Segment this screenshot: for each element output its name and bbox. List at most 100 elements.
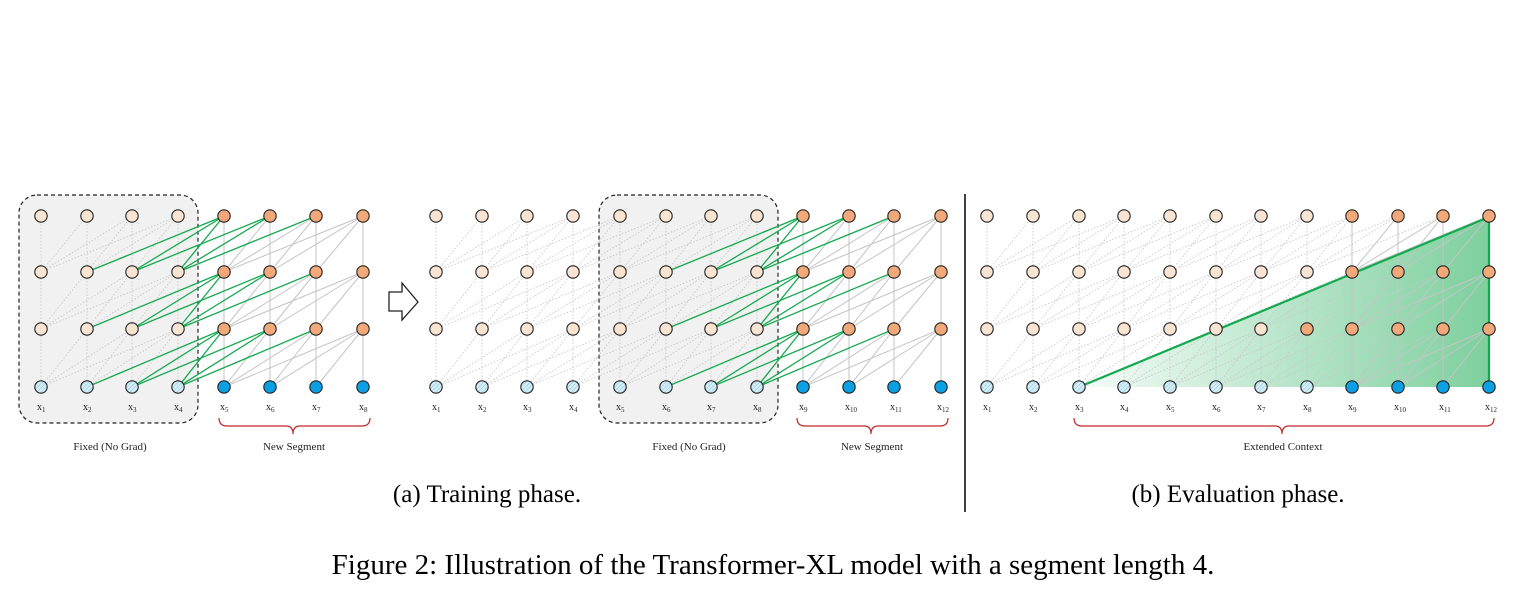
memory-attention-edge <box>756 271 895 330</box>
dotted-edge <box>1032 328 1080 388</box>
hidden-state-node <box>217 209 231 223</box>
hidden-state-node <box>1117 322 1131 336</box>
dotted-edge <box>86 215 133 273</box>
memory-attention-edge <box>710 271 804 330</box>
input-token-node <box>217 380 231 394</box>
dotted-edge <box>1215 271 1353 330</box>
evaluation-panel: x1 x2 x3 x4 x5 x6 x7 x8 x9 x10 x11 x12 Extended Con… <box>980 209 1498 453</box>
dotted-edge <box>986 215 1125 273</box>
dotted-edge <box>435 271 483 330</box>
dotted-edge <box>1260 215 1353 273</box>
token-label: x7 <box>1257 402 1266 414</box>
input-token-node <box>356 380 370 394</box>
token-label: x2 <box>478 402 487 414</box>
input-token-node <box>1072 380 1086 394</box>
dotted-edge <box>40 215 179 273</box>
dotted-edge <box>481 215 528 273</box>
training-panel-step1: x1 x2 x3 x4 x5 x6 x7 x8 Fixed (No Grad) New Seg… <box>18 194 371 453</box>
attention-edge <box>802 271 895 330</box>
dotted-edge <box>1215 215 1353 273</box>
dotted-edge <box>481 271 574 330</box>
memory-attention-edge <box>710 328 804 388</box>
dotted-edge <box>1032 271 1080 330</box>
dotted-edge <box>1078 215 1125 273</box>
dotted-edge <box>1078 328 1125 388</box>
dotted-edge <box>572 215 667 273</box>
token-label: x9 <box>1348 402 1357 414</box>
hidden-state-node <box>842 322 856 336</box>
dotted-edge <box>665 215 712 273</box>
hidden-state-node <box>171 265 185 279</box>
dotted-edge <box>481 328 528 388</box>
input-token-node <box>309 380 323 394</box>
fixed-no-grad-label: Fixed (No Grad) <box>73 441 147 453</box>
input-token-node <box>659 380 673 394</box>
dotted-edge <box>1306 328 1353 388</box>
dotted-edge <box>986 215 1034 273</box>
dotted-edge <box>986 271 1080 330</box>
dotted-edge <box>40 328 133 388</box>
hidden-state-node <box>356 322 370 336</box>
dotted-edge <box>572 328 621 388</box>
hidden-state-node <box>887 265 901 279</box>
dotted-edge <box>619 215 758 273</box>
memory-attention-edge <box>756 215 850 273</box>
memory-attention-edge <box>177 215 271 273</box>
hidden-state-node <box>1300 265 1314 279</box>
token-label: x10 <box>845 402 858 414</box>
hidden-state-node <box>1209 265 1223 279</box>
hidden-state-node <box>80 265 94 279</box>
attention-edge <box>1442 215 1490 273</box>
hidden-state-node <box>1391 265 1405 279</box>
dotted-edge <box>665 271 712 330</box>
memory-attention-edge <box>131 271 225 330</box>
memory-attention-edge <box>710 215 850 273</box>
dotted-edge <box>1123 271 1217 330</box>
hidden-state-node <box>34 265 48 279</box>
memory-attention-edge <box>665 215 804 273</box>
hidden-state-node <box>1436 265 1450 279</box>
input-token-node <box>125 380 139 394</box>
token-label: x3 <box>523 402 532 414</box>
hidden-state-node <box>750 209 764 223</box>
token-label: x5 <box>1166 402 1175 414</box>
hidden-state-node <box>1345 209 1359 223</box>
hidden-state-node <box>566 322 580 336</box>
hidden-state-node <box>217 265 231 279</box>
attention-edge <box>223 271 317 330</box>
dotted-edge <box>1078 271 1171 330</box>
fixed-no-grad-box <box>18 194 199 424</box>
hidden-state-node <box>171 322 185 336</box>
input-token-node <box>1300 380 1314 394</box>
hidden-state-node <box>934 265 948 279</box>
dotted-edge <box>526 215 574 273</box>
memory-attention-edge <box>710 271 850 330</box>
token-label: x11 <box>1439 402 1451 414</box>
hidden-state-node <box>263 265 277 279</box>
hidden-state-node <box>1072 209 1086 223</box>
hidden-state-node <box>1391 209 1405 223</box>
input-token-node <box>475 380 489 394</box>
input-token-node <box>750 380 764 394</box>
input-token-node <box>1163 380 1177 394</box>
input-token-node <box>613 380 627 394</box>
dotted-edge <box>40 215 88 273</box>
input-token-node <box>796 380 810 394</box>
hidden-state-node <box>887 209 901 223</box>
attention-edge <box>802 215 895 273</box>
hidden-state-node <box>475 265 489 279</box>
extended-context-brace <box>1073 417 1495 435</box>
dotted-edge <box>1032 215 1171 273</box>
attention-edge <box>1351 328 1444 388</box>
hidden-state-node <box>704 209 718 223</box>
input-token-node <box>1345 380 1359 394</box>
hidden-state-node <box>1391 322 1405 336</box>
attention-edge <box>1351 271 1399 330</box>
hidden-state-node <box>750 265 764 279</box>
memory-attention-edge <box>756 271 850 330</box>
fixed-no-grad-box <box>598 194 779 424</box>
dotted-edge <box>86 328 179 388</box>
hidden-state-node <box>1026 265 1040 279</box>
input-token-node <box>1254 380 1268 394</box>
new-segment-label: New Segment <box>263 441 325 453</box>
